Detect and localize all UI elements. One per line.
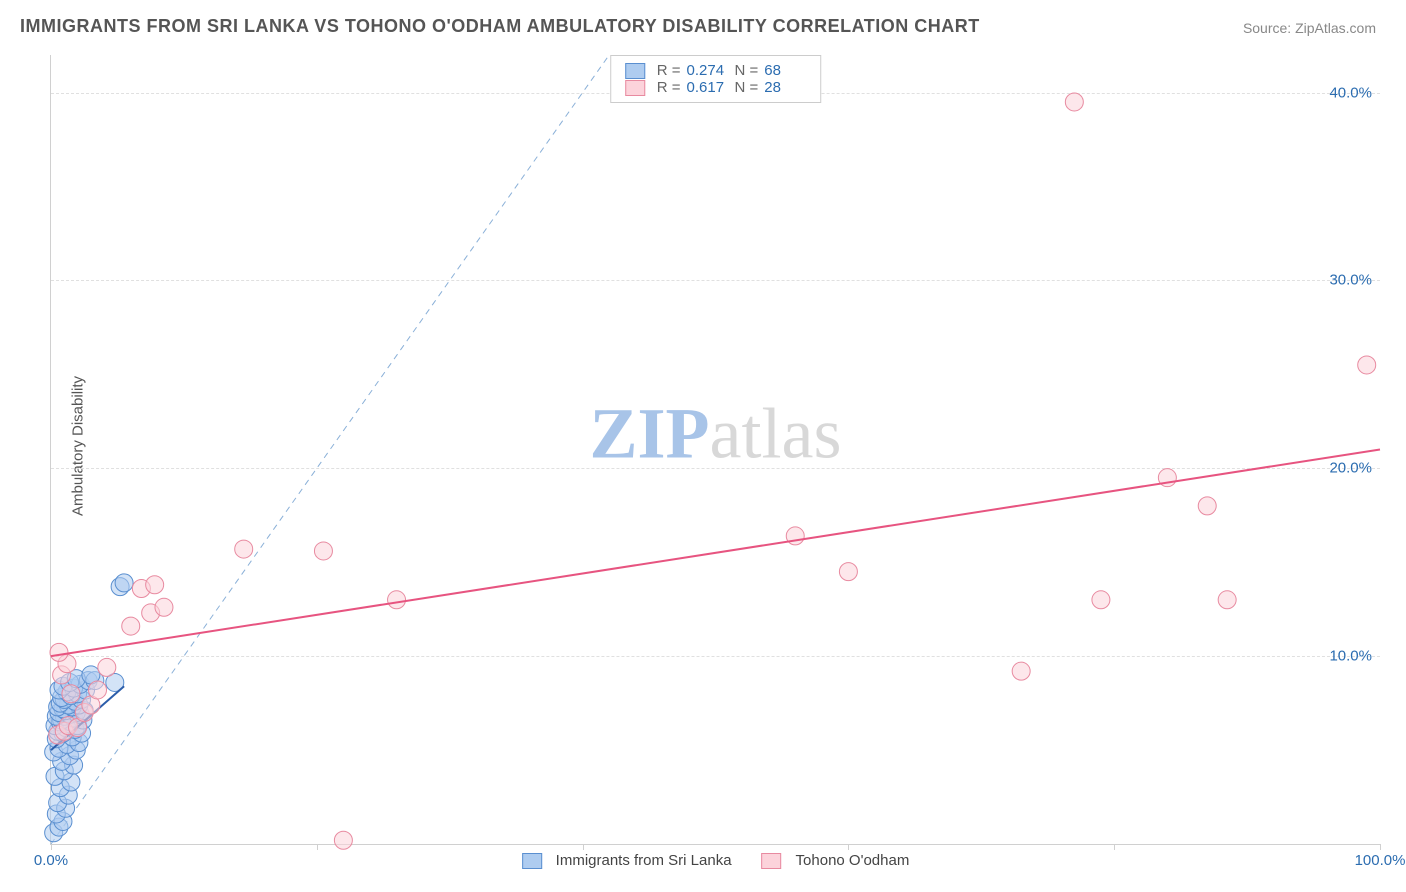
scatter-svg [51, 55, 1380, 844]
y-tick-label: 30.0% [1329, 272, 1372, 289]
data-point [50, 643, 68, 661]
data-point [122, 617, 140, 635]
legend-item-1: Immigrants from Sri Lanka [522, 852, 732, 869]
data-point [839, 563, 857, 581]
data-point [62, 685, 80, 703]
swatch-series-2-icon [762, 853, 782, 869]
legend-label-1: Immigrants from Sri Lanka [556, 852, 732, 869]
data-point [314, 542, 332, 560]
data-point [89, 681, 107, 699]
legend-label-2: Tohono O'odham [796, 852, 910, 869]
data-point [1218, 591, 1236, 609]
plot-area: ZIPatlas R = 0.274 N = 68 R = 0.617 N = … [50, 55, 1380, 845]
data-point [388, 591, 406, 609]
data-point [115, 574, 133, 592]
data-point [235, 540, 253, 558]
data-point [1012, 662, 1030, 680]
chart-title: IMMIGRANTS FROM SRI LANKA VS TOHONO O'OD… [20, 16, 980, 37]
source-label: Source: ZipAtlas.com [1243, 20, 1376, 36]
legend-item-2: Tohono O'odham [762, 852, 910, 869]
data-point [1198, 497, 1216, 515]
y-tick-label: 20.0% [1329, 460, 1372, 477]
data-point [1065, 93, 1083, 111]
data-point [146, 576, 164, 594]
data-point [98, 658, 116, 676]
y-tick-label: 40.0% [1329, 84, 1372, 101]
swatch-series-1-icon [522, 853, 542, 869]
x-tick-label: 0.0% [34, 852, 68, 869]
data-point [334, 831, 352, 849]
y-tick-label: 10.0% [1329, 648, 1372, 665]
data-point [1092, 591, 1110, 609]
bottom-legend: Immigrants from Sri Lanka Tohono O'odham [522, 852, 910, 869]
data-point [1358, 356, 1376, 374]
data-point [155, 598, 173, 616]
x-tick-label: 100.0% [1355, 852, 1406, 869]
